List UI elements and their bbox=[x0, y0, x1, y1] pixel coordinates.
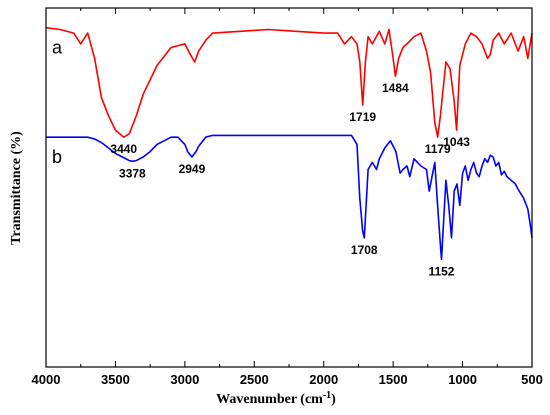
peak-label: 3440 bbox=[110, 142, 137, 156]
x-tick-label: 2500 bbox=[240, 372, 269, 387]
x-axis-title-superscript: -1 bbox=[323, 390, 331, 401]
x-tick-label: 3000 bbox=[170, 372, 199, 387]
x-tick-label: 2000 bbox=[309, 372, 338, 387]
x-axis-title: Wavenumber (cm-1) bbox=[216, 390, 336, 407]
axis-layer: 4000 3500 3000 2500 2000 1500 1000 500 bbox=[32, 7, 543, 387]
series-label-b: b bbox=[52, 147, 62, 167]
x-tick-label: 1000 bbox=[448, 372, 477, 387]
x-tick-label: 500 bbox=[521, 372, 543, 387]
series-layer bbox=[45, 26, 533, 261]
series-line-a bbox=[45, 26, 533, 138]
x-axis-title-main: Wavenumber (cm bbox=[216, 392, 323, 407]
x-axis-title-end: ) bbox=[331, 392, 336, 407]
peak-label: 1043 bbox=[443, 135, 470, 149]
peak-label: 1152 bbox=[428, 264, 454, 278]
series-label-a: a bbox=[52, 38, 63, 58]
peak-label: 1179 bbox=[425, 142, 451, 156]
y-axis-title: Transmittance (%) bbox=[9, 131, 24, 245]
peak-label: 2949 bbox=[179, 162, 206, 176]
x-tick-label: 3500 bbox=[101, 372, 130, 387]
plot-frame bbox=[45, 7, 533, 368]
peak-label: 1719 bbox=[349, 110, 376, 124]
peak-label: 1484 bbox=[382, 81, 409, 95]
series-line-b bbox=[46, 134, 533, 261]
x-tick-label: 1500 bbox=[379, 372, 408, 387]
peak-label: 3378 bbox=[119, 166, 146, 180]
peak-label: 1708 bbox=[351, 243, 378, 257]
x-tick-label: 4000 bbox=[32, 372, 61, 387]
